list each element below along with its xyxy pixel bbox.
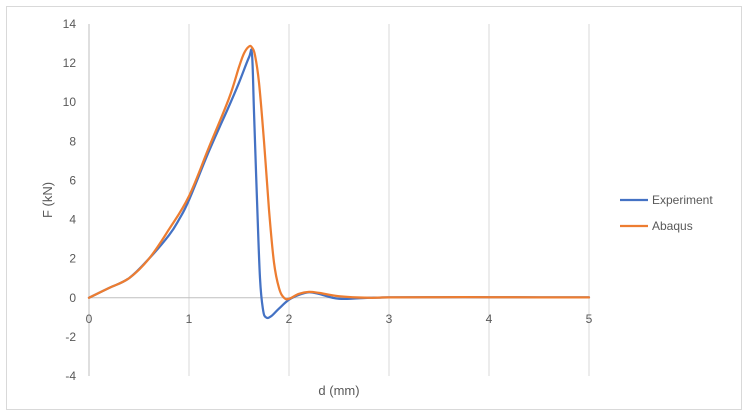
y-tick-label: -2	[65, 330, 76, 344]
x-tick-label: 1	[186, 312, 193, 326]
grid-lines	[188, 24, 590, 376]
legend-label-abaqus: Abaqus	[652, 219, 693, 233]
y-tick-label: 4	[69, 213, 76, 227]
legend-label-experiment: Experiment	[652, 193, 713, 207]
x-axis-title: d (mm)	[318, 383, 359, 398]
series-lines	[87, 44, 591, 320]
x-tick-label: 5	[586, 312, 593, 326]
y-tick-label: 14	[63, 17, 77, 31]
y-tick-label: 0	[69, 291, 76, 305]
chart-frame	[6, 6, 742, 410]
x-tick-label: 4	[486, 312, 493, 326]
legend: Experiment Abaqus	[620, 193, 713, 233]
y-tick-label: 8	[69, 134, 76, 148]
x-tick-label: 3	[386, 312, 393, 326]
x-tick-label: 2	[286, 312, 293, 326]
series-line-abaqus	[87, 44, 591, 301]
series-line-experiment	[87, 48, 591, 320]
y-tick-label: 6	[69, 173, 76, 187]
y-axis-title: F (kN)	[40, 182, 55, 218]
y-tick-label: 12	[63, 56, 77, 70]
y-tick-label: 10	[63, 95, 77, 109]
x-tick-label: 0	[86, 312, 93, 326]
y-tick-label: 2	[69, 252, 76, 266]
y-tick-label: -4	[65, 369, 76, 383]
